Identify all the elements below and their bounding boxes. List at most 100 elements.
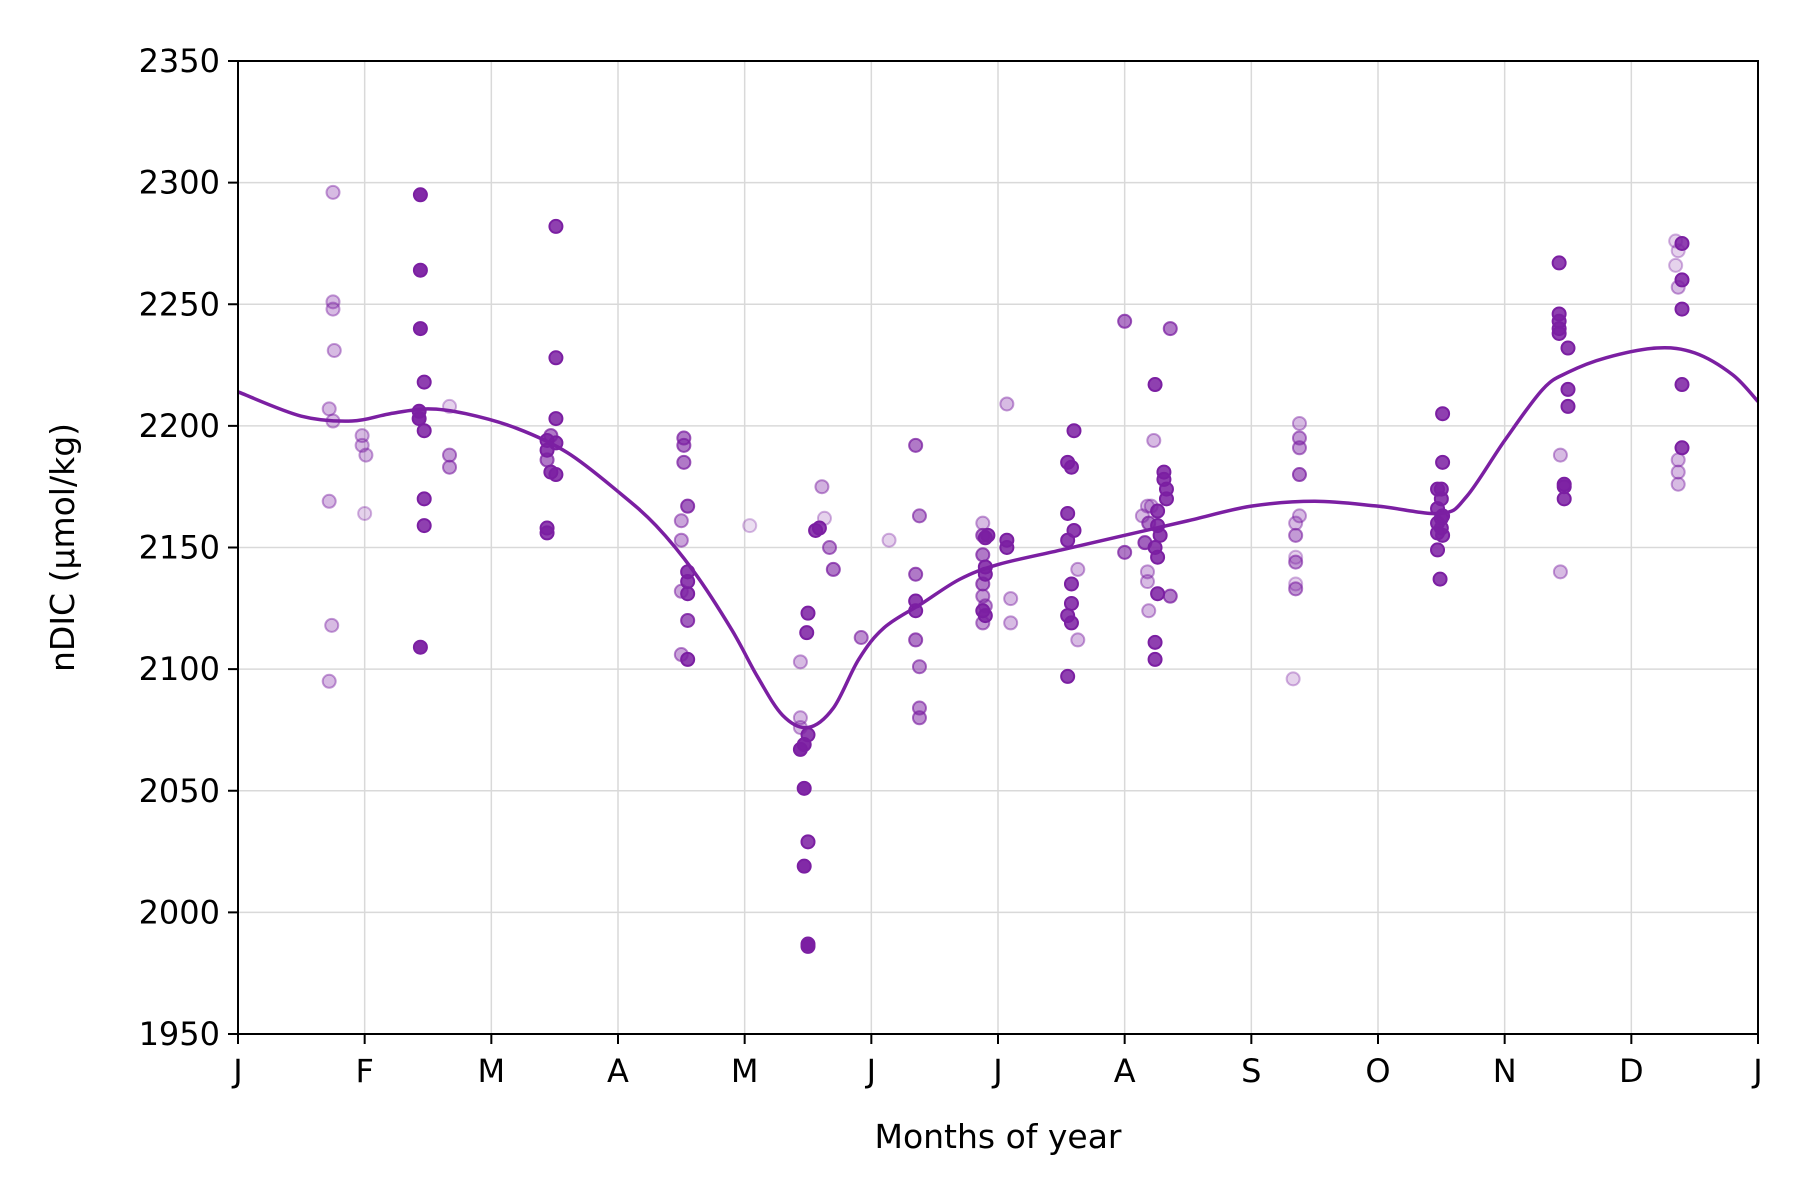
- data-point: [975, 547, 991, 563]
- data-point: [321, 401, 337, 417]
- data-point: [1141, 603, 1157, 619]
- data-point: [800, 938, 816, 954]
- data-point: [680, 498, 696, 514]
- data-point: [416, 374, 432, 390]
- data-point: [800, 834, 816, 850]
- data-point: [1147, 651, 1163, 667]
- data-point: [1003, 591, 1019, 607]
- data-point: [1003, 615, 1019, 631]
- x-tick-label: D: [1619, 1052, 1644, 1090]
- data-point: [357, 505, 373, 521]
- data-point: [999, 540, 1015, 555]
- data-point: [1674, 272, 1690, 288]
- data-point: [1150, 503, 1166, 519]
- data-point: [1291, 415, 1307, 431]
- data-point: [1285, 671, 1301, 687]
- data-point: [1117, 544, 1133, 560]
- data-point: [1560, 398, 1576, 414]
- data-point: [1288, 527, 1304, 543]
- data-point: [825, 561, 841, 577]
- data-point: [1674, 235, 1690, 251]
- data-point: [354, 428, 370, 444]
- data-point: [975, 515, 991, 531]
- y-tick-label: 2200: [139, 407, 220, 445]
- data-point: [980, 527, 996, 543]
- data-point: [1288, 576, 1304, 592]
- data-point: [1551, 325, 1567, 341]
- data-point: [742, 518, 758, 534]
- data-point: [853, 630, 869, 646]
- data-point: [814, 479, 830, 495]
- data-point: [792, 654, 808, 670]
- data-point: [1060, 668, 1076, 684]
- x-tick-label: A: [607, 1052, 629, 1090]
- data-point: [1139, 564, 1155, 580]
- data-point: [816, 510, 832, 526]
- y-tick-label: 2250: [139, 285, 220, 323]
- data-point: [1674, 377, 1690, 393]
- data-point: [911, 659, 927, 675]
- fit-curve-line: [237, 346, 1760, 730]
- x-tick-label: M: [731, 1052, 759, 1090]
- fit-curve-layer: [237, 346, 1760, 730]
- data-point: [325, 301, 341, 317]
- y-tick-label: 2000: [139, 893, 220, 931]
- data-point: [548, 218, 564, 234]
- data-point: [1670, 476, 1686, 492]
- data-point: [1150, 586, 1166, 602]
- data-point: [321, 493, 337, 509]
- data-point: [975, 615, 991, 631]
- data-point: [1070, 632, 1086, 648]
- data-point: [800, 605, 816, 621]
- y-tick-label: 2150: [139, 529, 220, 567]
- data-point: [539, 525, 555, 541]
- data-point: [412, 639, 428, 655]
- data-point: [911, 710, 927, 726]
- data-point: [1288, 515, 1304, 531]
- data-point: [1560, 381, 1576, 397]
- data-point: [1063, 615, 1079, 631]
- grid-lines: [237, 60, 1759, 1035]
- data-point: [680, 651, 696, 667]
- data-point: [1152, 527, 1168, 543]
- data-point: [1162, 588, 1178, 604]
- data-point: [1670, 464, 1686, 480]
- data-point: [1552, 447, 1568, 463]
- data-point: [1435, 527, 1451, 543]
- data-point: [908, 566, 924, 582]
- data-point: [412, 187, 428, 203]
- data-point: [676, 454, 692, 470]
- data-point: [411, 411, 427, 427]
- data-point: [1158, 491, 1174, 507]
- data-point: [1060, 532, 1076, 548]
- x-tick-label: J: [231, 1052, 242, 1090]
- y-axis-ticks: 1950 2000 2050 2100 2150 2200 2250 2300 2350: [139, 42, 238, 1053]
- data-point: [680, 586, 696, 602]
- x-tick-label: J: [991, 1052, 1002, 1090]
- data-point: [811, 520, 827, 536]
- data-point: [796, 858, 812, 874]
- data-point: [539, 452, 555, 468]
- data-point: [1162, 321, 1178, 337]
- data-point: [1291, 508, 1307, 524]
- data-point: [1291, 440, 1307, 456]
- data-point: [326, 342, 342, 358]
- data-point: [1117, 313, 1133, 329]
- data-point: [325, 184, 341, 200]
- data-point: [1147, 377, 1163, 393]
- data-point: [416, 423, 432, 439]
- x-tick-label: M: [478, 1052, 506, 1090]
- y-tick-label: 1950: [139, 1015, 220, 1053]
- data-point: [1139, 574, 1155, 590]
- x-tick-label: F: [355, 1052, 373, 1090]
- x-tick-label: N: [1493, 1052, 1517, 1090]
- data-point: [1556, 491, 1572, 507]
- data-point: [1435, 454, 1451, 470]
- x-tick-label: O: [1365, 1052, 1390, 1090]
- data-point: [908, 437, 924, 453]
- data-point: [321, 673, 337, 689]
- data-point: [1150, 549, 1166, 565]
- data-point: [548, 411, 564, 427]
- y-tick-label: 2300: [139, 164, 220, 202]
